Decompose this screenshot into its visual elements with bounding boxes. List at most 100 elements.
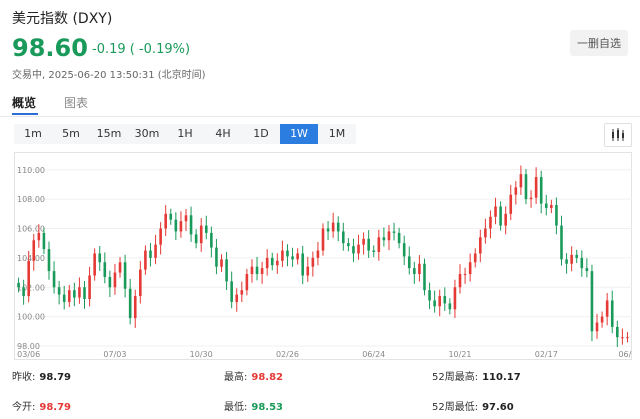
candle-body	[230, 281, 233, 302]
candle-body	[57, 287, 61, 295]
candle-body	[316, 250, 320, 258]
candle-body	[539, 177, 543, 204]
candle-body	[189, 215, 193, 235]
period-1mo[interactable]: 1M	[328, 127, 346, 140]
candle-body	[144, 250, 147, 270]
y-tick-label: 98.00	[17, 342, 40, 351]
stat-open: 今开: 98.79	[12, 398, 71, 413]
tab-bar: 概览 图表	[0, 92, 640, 117]
candle-body	[240, 290, 244, 295]
candle-body	[489, 216, 492, 229]
tab-overview[interactable]: 概览	[12, 96, 37, 110]
candle-body	[367, 238, 370, 251]
stat-high: 最高: 98.82	[224, 368, 283, 383]
candle-body	[423, 263, 426, 291]
candle-body	[270, 257, 274, 266]
candle-body	[32, 240, 36, 261]
x-tick-label: 02/17	[535, 350, 558, 359]
candle-body	[499, 206, 502, 226]
period-15m[interactable]: 15m	[96, 127, 122, 140]
candle-body	[347, 243, 350, 247]
candle-body	[154, 244, 157, 258]
current-price: 98.60	[12, 34, 88, 62]
candle-body	[194, 234, 198, 244]
candle-body	[311, 257, 315, 267]
x-tick-label: 10/21	[448, 350, 471, 359]
candle-body	[291, 256, 294, 260]
stat-label: 昨收:	[12, 372, 36, 383]
stat-label: 52周最低:	[432, 402, 479, 413]
candle-body	[139, 269, 142, 297]
period-5m[interactable]: 5m	[62, 127, 80, 140]
candle-body	[575, 254, 579, 258]
period-1w[interactable]: 1W	[280, 124, 318, 144]
candle-body	[519, 174, 523, 188]
period-1d[interactable]: 1D	[253, 127, 269, 140]
candle-body	[524, 174, 528, 200]
tab-chart[interactable]: 图表	[64, 96, 89, 110]
candle-body	[210, 232, 213, 248]
candle-body	[321, 228, 325, 251]
candle-body	[88, 275, 91, 299]
instrument-title: 美元指数 (DXY)	[12, 11, 113, 27]
stat-label: 最高:	[224, 372, 248, 383]
candle-body	[37, 232, 41, 241]
stat-label: 今开:	[12, 402, 36, 413]
candle-body	[453, 287, 457, 310]
candle-body	[62, 294, 66, 302]
y-tick-label: 106.00	[17, 225, 45, 234]
candle-body	[605, 300, 609, 317]
candle-body	[610, 300, 614, 327]
price-chart[interactable]: 98.00 100.00 102.00 104.00 106.00 108.00 110.0…	[14, 152, 636, 360]
candle-body	[514, 187, 518, 195]
candle-body	[529, 197, 533, 200]
candle-body	[595, 322, 599, 332]
candle-body	[590, 271, 594, 332]
period-4h[interactable]: 4H	[215, 127, 231, 140]
candle-body	[204, 225, 208, 233]
candle-body	[301, 253, 305, 276]
x-tick-label: 07/03	[103, 350, 126, 359]
candle-body	[402, 243, 406, 257]
stat-value: 98.79	[39, 402, 72, 413]
candle-body	[149, 250, 152, 258]
candle-body	[565, 259, 568, 264]
candle-body	[281, 250, 284, 261]
x-tick-label: 03/06	[17, 350, 40, 359]
chart-type-button[interactable]	[604, 123, 632, 147]
candle-body	[362, 238, 365, 245]
candle-body	[108, 276, 112, 288]
candle-body	[78, 287, 81, 298]
stat-label: 最低:	[224, 402, 248, 413]
period-1h[interactable]: 1H	[177, 127, 193, 140]
y-tick-label: 110.00	[17, 166, 45, 175]
period-1m[interactable]: 1m	[24, 127, 42, 140]
candle-body	[52, 271, 56, 288]
candle-body	[382, 237, 386, 241]
candle-body	[428, 290, 431, 301]
y-tick-label: 104.00	[17, 254, 45, 263]
candle-body	[621, 337, 624, 339]
stat-52w-high: 52周最高: 110.17	[432, 368, 521, 383]
candle-body	[336, 222, 340, 232]
remove-watchlist-button[interactable]: 一删自选	[570, 30, 628, 56]
period-selector: 1m 5m 15m 30m 1H 4H 1D 1W 1M	[14, 124, 356, 144]
candle-body	[580, 257, 584, 269]
stat-value: 98.79	[39, 372, 72, 383]
candle-body	[83, 287, 86, 299]
candle-body	[47, 249, 51, 272]
candle-body	[250, 266, 254, 275]
candle-body	[265, 257, 269, 269]
candle-body	[220, 259, 223, 267]
candle-body	[458, 274, 462, 288]
candle-body	[555, 205, 558, 226]
candle-body	[413, 268, 416, 275]
candle-body	[255, 266, 259, 275]
candle-body	[118, 262, 122, 273]
candle-body	[215, 247, 218, 267]
period-30m[interactable]: 30m	[134, 127, 160, 140]
x-tick-label: 02/26	[276, 350, 299, 359]
candle-body	[438, 296, 442, 307]
candle-body	[306, 266, 310, 276]
candle-body	[616, 326, 619, 338]
